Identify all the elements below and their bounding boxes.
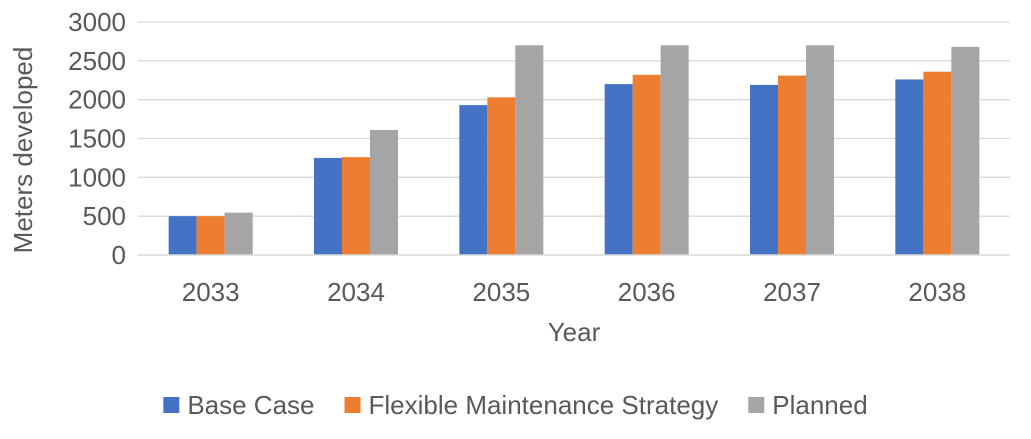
bars — [168, 45, 980, 256]
bar-flexible-maintenance-strategy-2035 — [487, 97, 516, 255]
x-tick-label: 2033 — [182, 277, 240, 307]
legend-swatch — [748, 397, 765, 413]
bar-base-case-2037 — [750, 84, 778, 255]
x-tick-label: 2035 — [472, 277, 530, 307]
x-tick-label: 2034 — [327, 277, 385, 307]
bar-flexible-maintenance-strategy-2033 — [196, 216, 225, 255]
y-tick-label: 2000 — [68, 85, 126, 115]
legend-swatch — [344, 397, 361, 413]
bar-planned-2037 — [806, 45, 834, 255]
bar-planned-2036 — [660, 45, 689, 255]
bar-base-case-2035 — [459, 105, 488, 255]
x-tick-label: 2036 — [618, 277, 676, 307]
gridlines — [138, 21, 1010, 217]
legend-label: Flexible Maintenance Strategy — [369, 390, 719, 420]
y-tick-label: 2500 — [68, 46, 126, 76]
y-tick-label: 0 — [112, 240, 126, 270]
bar-planned-2038 — [951, 46, 980, 255]
bar-base-case-2036 — [604, 84, 633, 255]
y-axis-title: Meters developed — [8, 47, 38, 254]
bar-planned-2033 — [224, 212, 253, 255]
y-tick-label: 3000 — [68, 7, 126, 37]
bar-flexible-maintenance-strategy-2037 — [778, 75, 806, 255]
legend-label: Base Case — [187, 390, 314, 420]
bar-flexible-maintenance-strategy-2038 — [923, 71, 952, 255]
bar-planned-2035 — [515, 45, 544, 255]
y-tick-label: 500 — [83, 201, 126, 231]
x-tick-label: 2038 — [908, 277, 966, 307]
bar-base-case-2034 — [314, 157, 342, 255]
bar-planned-2034 — [370, 129, 398, 255]
legend-label: Planned — [772, 390, 867, 420]
bar-base-case-2033 — [168, 216, 197, 255]
bar-base-case-2038 — [895, 79, 924, 256]
bar-flexible-maintenance-strategy-2036 — [632, 74, 661, 256]
legend-swatch — [163, 397, 180, 413]
x-tick-label: 2037 — [763, 277, 821, 307]
axes: 0 500 1000 1500 2000 2500 3000 2033 2034 2035 2036… — [68, 7, 1010, 307]
legend: Base Case Flexible Maintenance Strategy Pl… — [163, 390, 868, 420]
x-axis-title: Year — [548, 317, 601, 347]
y-tick-label: 1500 — [68, 124, 126, 154]
y-tick-label: 1000 — [68, 162, 126, 192]
bar-flexible-maintenance-strategy-2034 — [342, 157, 370, 255]
